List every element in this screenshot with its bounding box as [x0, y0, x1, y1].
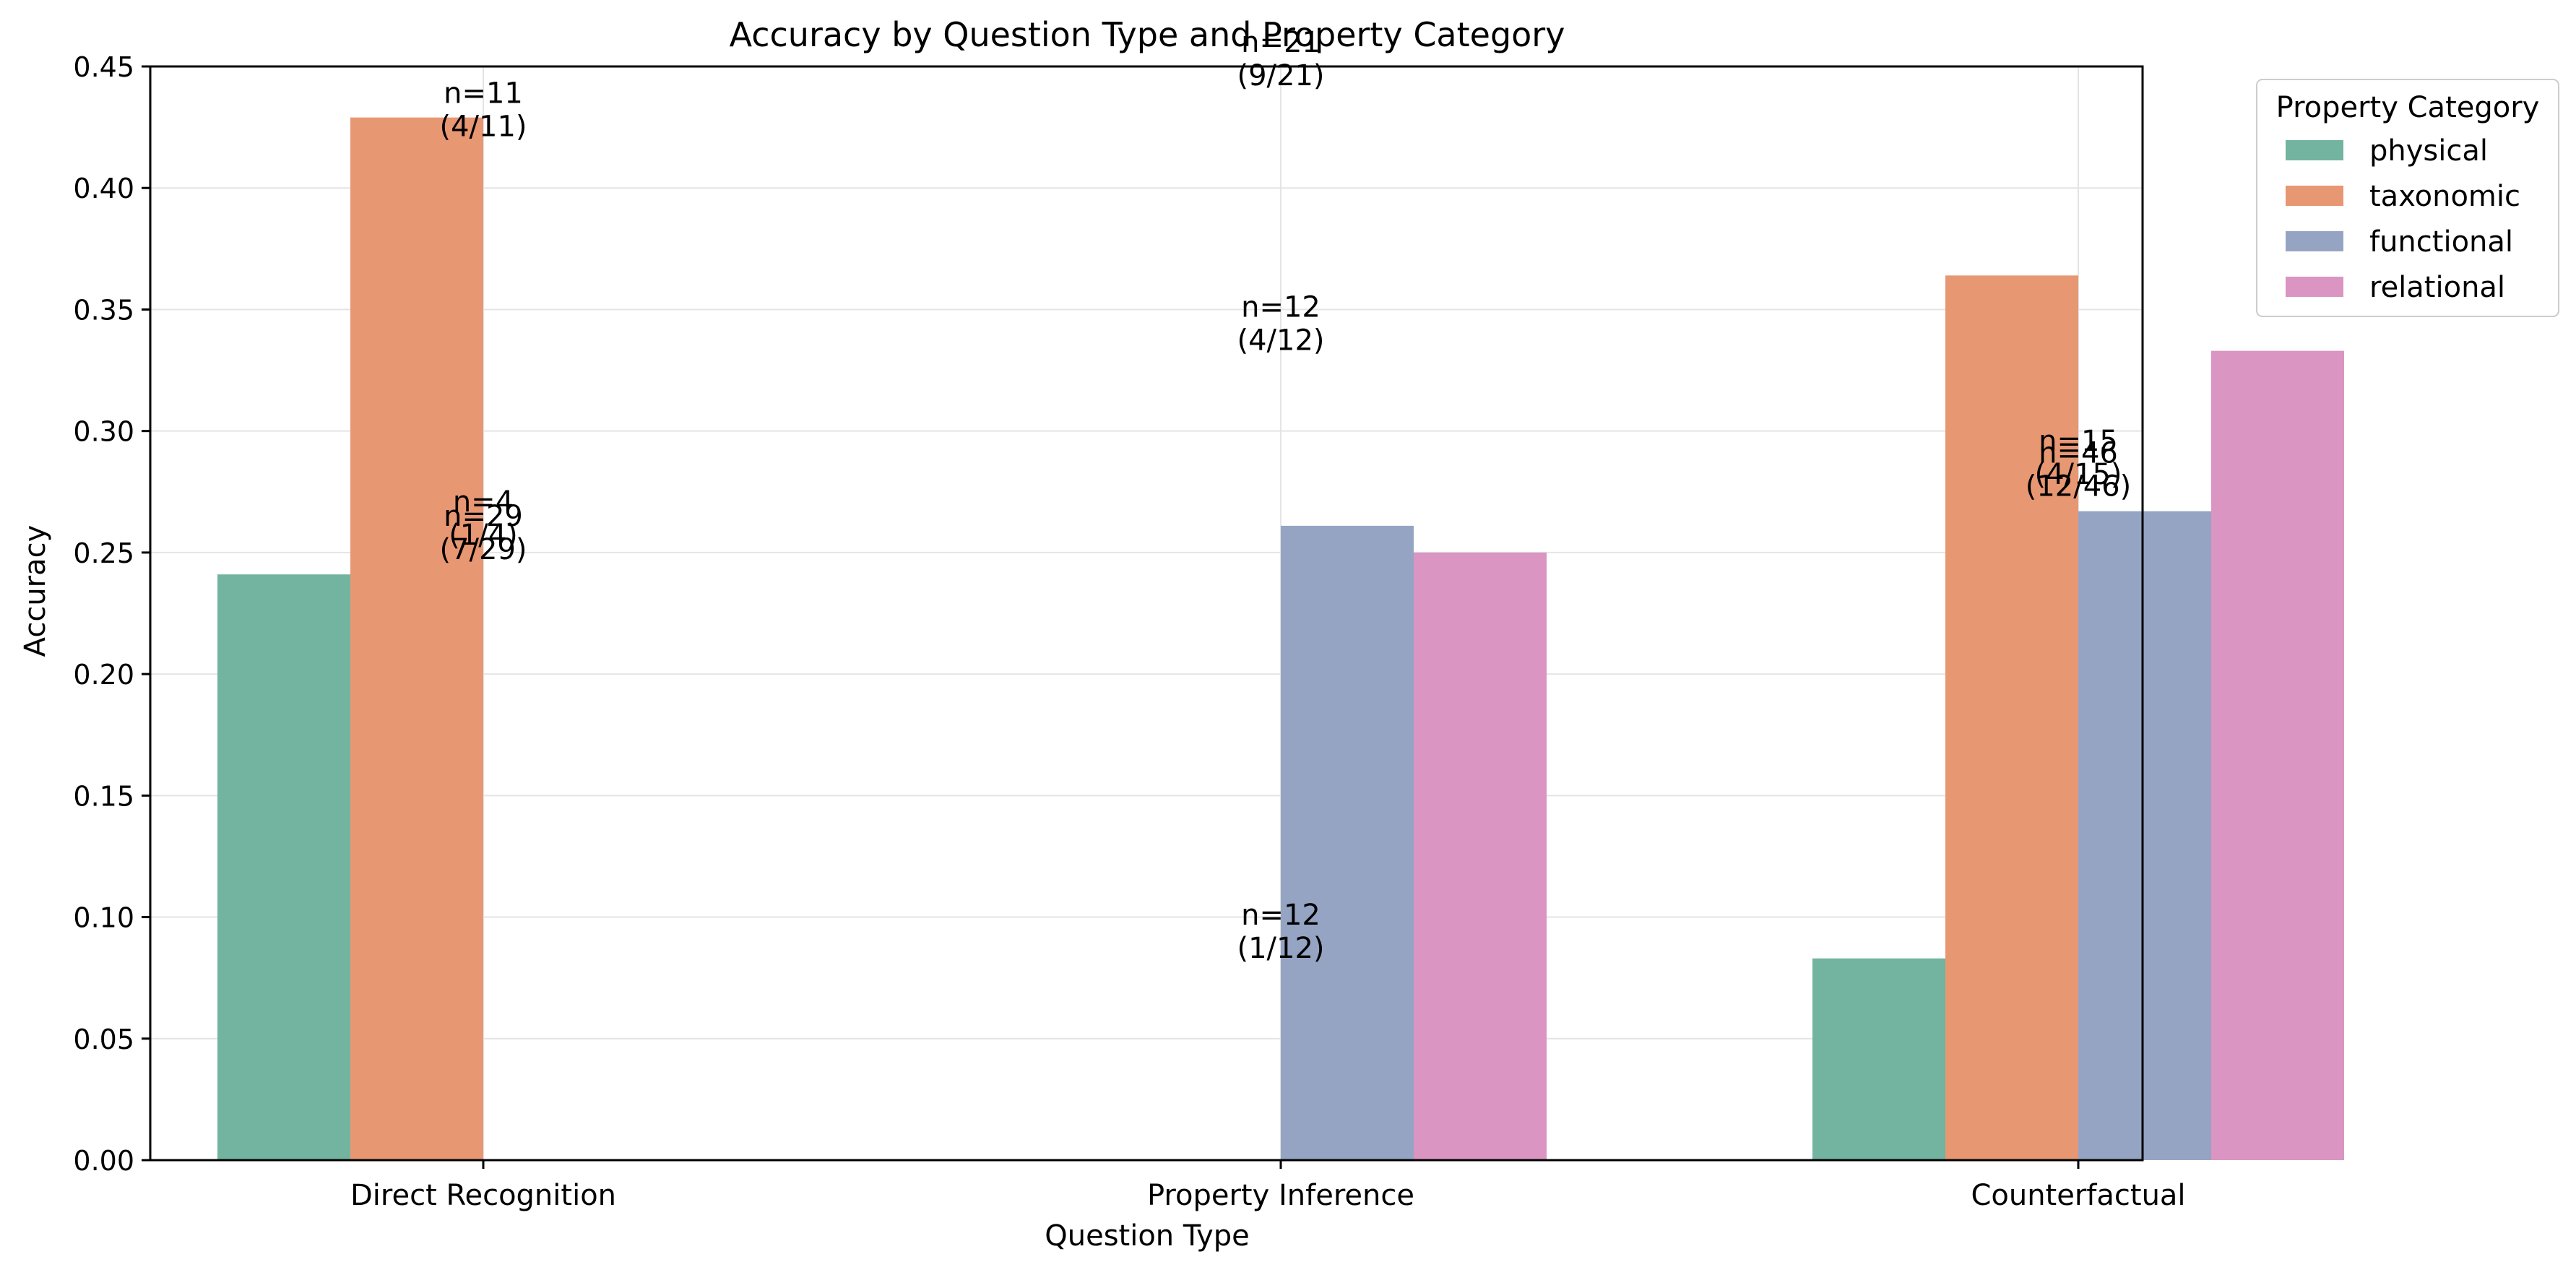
legend-label-functional: functional	[2369, 225, 2513, 259]
bar-taxonomic	[350, 117, 483, 1161]
legend-swatch-functional	[2286, 231, 2343, 251]
y-axis-label: Accuracy	[19, 525, 52, 657]
count-annotation: n=21(9/21)	[1237, 26, 1324, 92]
y-axis: 0.00 0.05 0.10 0.15 0.20 0.25 0.30 0.35 0.40 0.45	[73, 51, 150, 1177]
legend-swatch-relational	[2286, 277, 2343, 297]
count-annotation-line: (1/4)	[449, 519, 518, 552]
y-tick-label: 0.05	[73, 1024, 134, 1055]
legend-label-relational: relational	[2369, 271, 2505, 304]
count-annotation-line: n=12	[1241, 291, 1321, 324]
plot-frame	[149, 65, 2144, 1162]
bar-functional	[1281, 525, 1414, 1160]
bar-relational	[2211, 350, 2344, 1160]
bar-physical	[1812, 958, 1945, 1160]
count-annotation-line: (4/15)	[2034, 458, 2122, 491]
legend-label-taxonomic: taxonomic	[2369, 180, 2520, 213]
x-tick-label: Direct Recognition	[350, 1179, 616, 1212]
count-annotation: n=12(4/12)	[1237, 291, 1324, 358]
y-tick-label: 0.35	[73, 294, 134, 326]
count-annotation-line: n=12	[1241, 899, 1321, 932]
y-tick-label: 0.20	[73, 659, 134, 691]
legend-title: Property Category	[2276, 91, 2540, 124]
bar-relational	[1414, 552, 1547, 1160]
count-annotation: n=11(4/11)	[439, 77, 527, 144]
count-annotation: n=15(4/15)	[2034, 425, 2122, 491]
count-annotation-line: n=11	[444, 77, 523, 111]
count-annotation-line: (4/12)	[1237, 324, 1324, 358]
bar-taxonomic	[1945, 275, 2078, 1160]
count-annotation-line: (9/21)	[1237, 59, 1324, 92]
bar-physical	[217, 574, 350, 1160]
chart-title: Accuracy by Question Type and Property C…	[730, 15, 1565, 54]
x-axis-label: Question Type	[1045, 1219, 1250, 1253]
y-tick-label: 0.10	[73, 902, 134, 934]
count-annotation: n=12(1/12)	[1237, 899, 1324, 965]
count-annotation-line: n=4	[453, 485, 514, 519]
legend-swatch-taxonomic	[2286, 186, 2343, 206]
count-annotation-line: (1/12)	[1237, 932, 1324, 965]
count-annotation-line: n=29	[444, 500, 523, 533]
legend-swatch-physical	[2286, 140, 2343, 160]
count-annotation: n=46(12/46)	[2026, 437, 2131, 503]
legend: Property Category physical taxonomic functi…	[2256, 79, 2559, 317]
count-annotation-line: n=21	[1241, 26, 1321, 59]
count-annotation-line: (4/11)	[439, 111, 527, 144]
y-tick-label: 0.25	[73, 537, 134, 569]
y-tick-label: 0.40	[73, 173, 134, 204]
y-tick-label: 0.15	[73, 780, 134, 812]
bar-functional	[2078, 511, 2211, 1160]
y-tick-label: 0.45	[73, 51, 134, 83]
count-annotation-line: n=46	[2039, 437, 2118, 470]
annotations: n=11(4/11)n=4(1/4)n=29(7/29)n=21(9/21)n=…	[439, 26, 2131, 965]
count-annotation-line: (12/46)	[2026, 470, 2131, 503]
bars	[217, 117, 2344, 1161]
x-tick-label: Property Inference	[1147, 1179, 1414, 1212]
x-axis: Direct Recognition Property Inference Coun…	[350, 1160, 2186, 1212]
y-tick-label: 0.30	[73, 416, 134, 448]
count-annotation: n=29(7/29)	[439, 500, 527, 566]
legend-label-physical: physical	[2369, 134, 2488, 168]
count-annotation-line: n=15	[2039, 425, 2118, 458]
y-tick-label: 0.00	[73, 1145, 134, 1177]
count-annotation-line: (7/29)	[439, 533, 527, 566]
count-annotation: n=4(1/4)	[449, 485, 518, 552]
x-tick-label: Counterfactual	[1971, 1179, 2185, 1212]
legend-box	[2256, 79, 2559, 317]
